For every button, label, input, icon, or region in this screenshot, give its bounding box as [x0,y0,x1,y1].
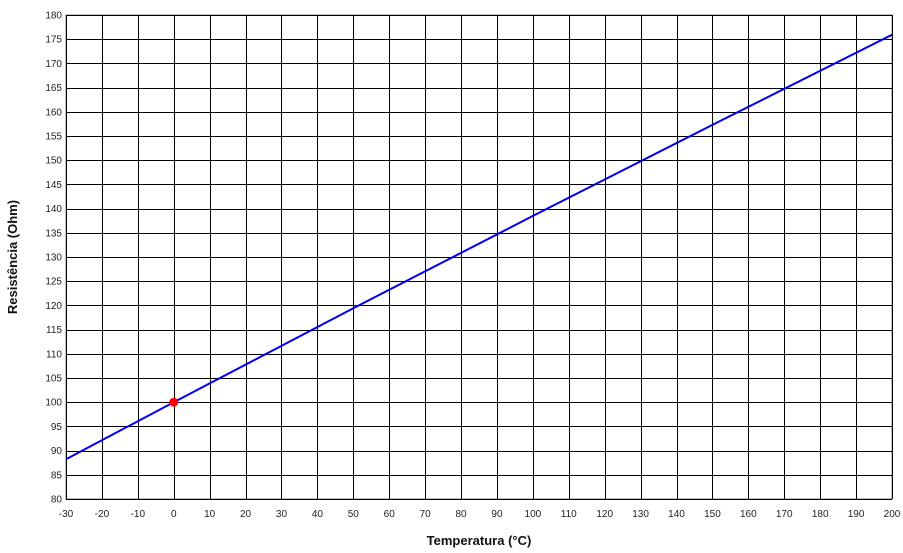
y-tick-label: 120 [45,301,62,312]
y-tick-label: 175 [45,35,62,46]
x-tick-label: 50 [348,509,360,520]
x-tick-label: 80 [455,509,467,520]
x-tick-label: 70 [420,509,432,520]
x-tick-label: 170 [776,509,793,520]
x-tick-label: 10 [204,509,216,520]
highlight-points [169,397,179,407]
x-tick-label: 60 [384,509,396,520]
x-axis-label: Temperatura (°C) [427,533,532,548]
grid [66,15,893,500]
x-tick-label: -30 [59,509,74,520]
x-tick-label: 20 [240,509,252,520]
x-tick-label: 30 [276,509,288,520]
x-tick-label: 90 [491,509,503,520]
y-tick-label: 110 [46,349,62,360]
y-tick-label: 145 [45,180,62,191]
y-tick-label: 105 [45,374,62,385]
y-tick-label: 160 [45,107,62,118]
x-tick-label: -20 [95,509,110,520]
y-tick-label: 80 [51,495,63,506]
x-tick-label: 120 [596,509,613,520]
series-line [65,33,893,461]
y-tick-label: 90 [51,446,63,457]
y-tick-label: 170 [45,59,62,70]
x-tick-label: 140 [668,509,685,520]
x-tick-label: 200 [884,509,901,520]
y-tick-label: 115 [46,325,62,336]
x-tick-label: 0 [171,509,177,520]
y-tick-label: 85 [51,470,63,481]
y-tick-label: 100 [45,398,62,409]
y-tick-label: 130 [45,253,62,264]
y-tick-label: 135 [45,228,62,239]
x-tick-label: 130 [632,509,649,520]
y-tick-label: 155 [45,132,62,143]
highlight-point [169,397,179,407]
x-tick-labels: -30 -20 -10 0 10 20 30 40 50 60 70 80 90 100 110 120 130… [59,509,901,520]
y-tick-label: 140 [45,204,62,215]
x-tick-label: 150 [704,509,721,520]
y-axis-label: Resistência (Ohm) [5,200,20,314]
y-tick-label: 150 [45,156,62,167]
x-tick-label: 40 [312,509,324,520]
series-layer [65,33,893,461]
y-tick-label: 180 [45,11,62,22]
x-tick-label: 160 [740,509,757,520]
y-tick-labels: 80 85 90 95 100 105 110 115 120 125 130 135 140 145 15… [45,11,62,506]
x-tick-label: -10 [131,509,146,520]
x-tick-label: 180 [812,509,829,520]
y-tick-label: 165 [45,83,62,94]
x-tick-label: 100 [525,509,542,520]
x-tick-label: 190 [848,509,865,520]
y-tick-label: 95 [51,422,63,433]
x-tick-label: 110 [561,509,577,520]
y-tick-label: 125 [45,277,62,288]
